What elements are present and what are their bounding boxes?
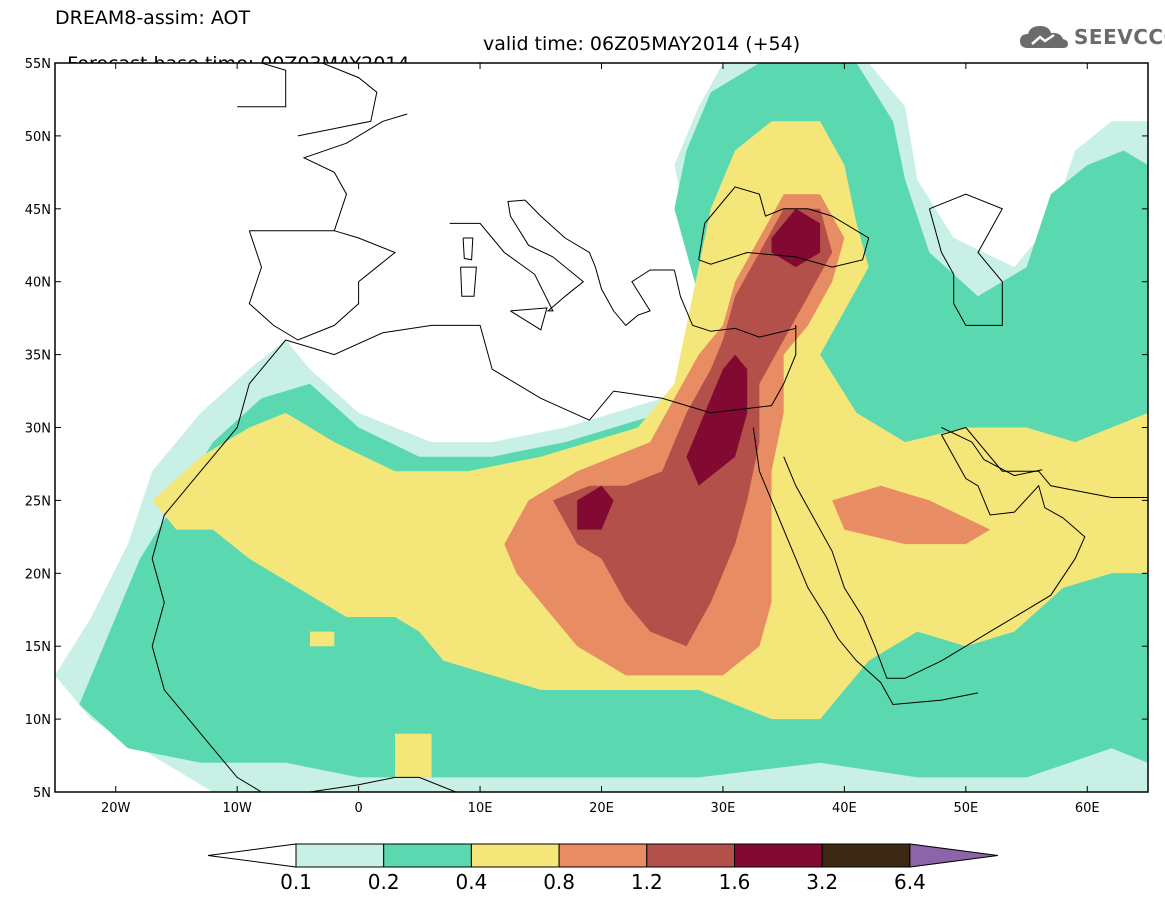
lon-label-60E: 60E xyxy=(1075,801,1100,816)
aot-contour-1_6-1 xyxy=(577,485,614,530)
aot-contour-1_2-0 xyxy=(552,208,833,647)
balkans-adriatic xyxy=(524,199,675,327)
colorbar-label-0_8: 0.8 xyxy=(543,870,575,894)
coastline-layer xyxy=(151,63,1148,792)
aot-contour-0_4-1 xyxy=(310,631,335,647)
colorbar-label-6_4: 6.4 xyxy=(894,870,926,894)
colorbar-box-0 xyxy=(295,843,385,868)
colorbar-box-4 xyxy=(646,843,735,868)
colorbar-box-6 xyxy=(821,843,911,868)
lat-label-50N: 50N xyxy=(25,130,51,145)
valid-time-label: valid time: 06Z05MAY2014 (+54) xyxy=(483,33,801,55)
west-africa-coast xyxy=(151,339,456,792)
red-sea-east xyxy=(783,426,1148,679)
colorbar-over-triangle xyxy=(909,843,998,868)
black-sea xyxy=(698,186,870,268)
italy xyxy=(449,199,585,312)
lat-label-15N: 15N xyxy=(25,640,51,655)
persian-gulf-north xyxy=(941,427,1043,477)
colorbar: 0.1 0.2 0.4 0.8 1.2 1.6 3.2 6.4 xyxy=(207,843,998,894)
lat-label-45N: 45N xyxy=(25,203,51,218)
colorbar-label-1_2: 1.2 xyxy=(631,870,663,894)
lat-label-55N: 55N xyxy=(25,57,51,72)
colorbar-box-3 xyxy=(558,843,648,868)
france-coast xyxy=(302,113,408,231)
lon-label-20W: 20W xyxy=(101,801,131,816)
lat-label-5N: 5N xyxy=(33,786,51,801)
lat-label-25N: 25N xyxy=(25,494,51,509)
colorbar-box-5 xyxy=(734,843,823,868)
map-title-model: DREAM8-assim: AOT xyxy=(55,7,251,29)
aot-contour-1_6-2 xyxy=(771,208,821,268)
aot-contour-1_6-0 xyxy=(686,354,748,486)
north-africa-coast xyxy=(285,324,797,421)
lon-label-10W: 10W xyxy=(222,801,252,816)
logo-text: SEEVCCC xyxy=(1074,25,1165,49)
lon-label-10E: 10E xyxy=(468,801,493,816)
lat-label-10N: 10N xyxy=(25,713,51,728)
iberia xyxy=(248,230,396,341)
ireland xyxy=(237,63,287,108)
caspian xyxy=(928,193,1004,326)
colorbar-label-0_1: 0.1 xyxy=(280,870,312,894)
colorbar-label-1_6: 1.6 xyxy=(719,870,751,894)
lat-label-35N: 35N xyxy=(25,349,51,364)
aot-contour-layer xyxy=(55,63,1148,792)
lat-label-30N: 30N xyxy=(25,422,51,437)
colorbar-box-2 xyxy=(470,843,560,868)
colorbar-under-triangle xyxy=(207,843,297,868)
lon-label-40E: 40E xyxy=(832,801,857,816)
cloud-logo-icon xyxy=(1020,26,1068,48)
lon-label-20E: 20E xyxy=(589,801,614,816)
colorbar-label-0_2: 0.2 xyxy=(368,870,400,894)
uk xyxy=(297,63,378,137)
turkey xyxy=(673,269,797,338)
red-sea-west xyxy=(752,427,979,706)
lat-label-40N: 40N xyxy=(25,276,51,291)
lon-label-0: 0 xyxy=(354,801,362,816)
axis-ticks: 55N 50N 45N 40N 35N 30N 25N 20N 15N 10N 5N 20W 10W 0 1… xyxy=(25,57,1148,816)
colorbar-box-1 xyxy=(383,843,472,868)
sardinia xyxy=(460,266,477,297)
corsica xyxy=(462,237,474,261)
aot-contour-0_8-1 xyxy=(832,485,991,545)
lat-label-20N: 20N xyxy=(25,567,51,582)
sicily xyxy=(510,307,548,331)
colorbar-label-3_2: 3.2 xyxy=(806,870,838,894)
colorbar-label-0_4: 0.4 xyxy=(455,870,487,894)
lon-label-50E: 50E xyxy=(953,801,978,816)
lon-label-30E: 30E xyxy=(711,801,736,816)
aot-contour-0_4-2 xyxy=(395,733,432,778)
seevccc-logo: SEEVCCC xyxy=(1018,23,1165,51)
aot-contour-0_4-0 xyxy=(152,121,1148,720)
